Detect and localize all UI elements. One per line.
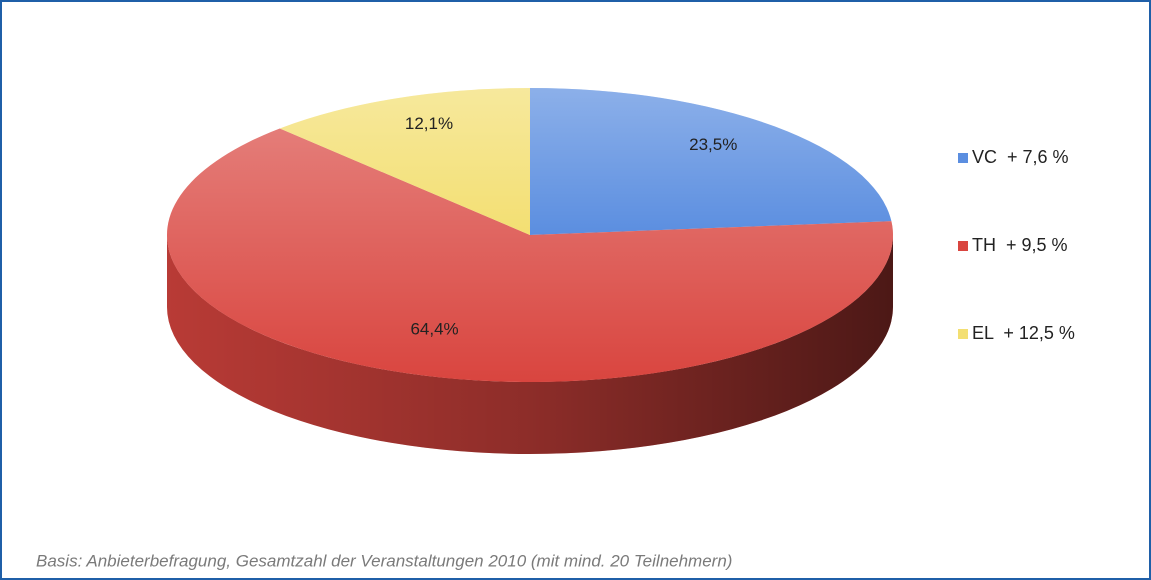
legend-swatch: [958, 153, 968, 163]
data-label: 12,1%: [405, 114, 453, 133]
footnote: Basis: Anbieterbefragung, Gesamtzahl der…: [36, 551, 732, 570]
legend-label: EL + 12,5 %: [972, 323, 1075, 343]
legend-label: VC + 7,6 %: [972, 147, 1069, 167]
pie-side-shade: [167, 235, 893, 454]
data-label: 23,5%: [689, 135, 737, 154]
pie-slice-gloss: [530, 88, 892, 235]
data-label: 64,4%: [410, 320, 458, 339]
legend-label: TH + 9,5 %: [972, 235, 1068, 255]
legend-swatch: [958, 241, 968, 251]
pie-slice-gloss: [166, 128, 894, 383]
legend-swatch: [958, 329, 968, 339]
pie-slice-gloss: [279, 88, 530, 235]
